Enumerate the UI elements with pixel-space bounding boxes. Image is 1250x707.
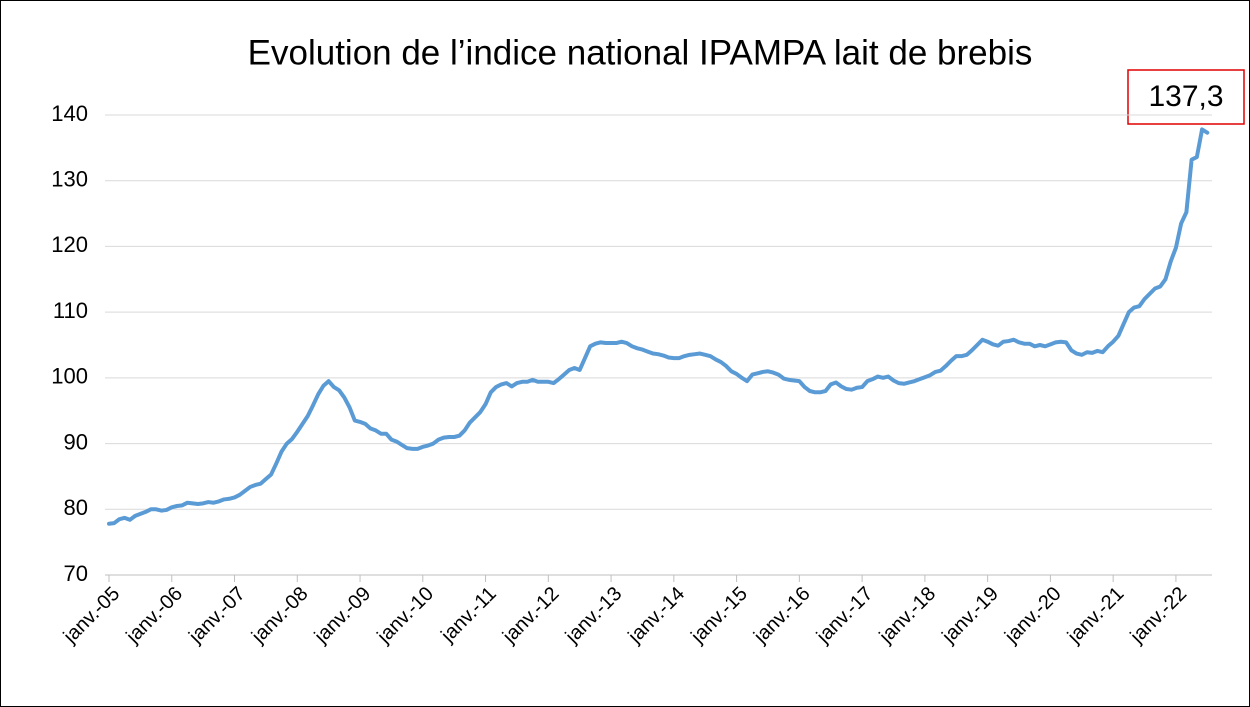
y-tick-label: 120 [51, 232, 88, 257]
chart-title: Evolution de l’indice national IPAMPA la… [248, 33, 1033, 72]
y-tick-label: 110 [53, 298, 88, 323]
annotation: 137,3 [1148, 80, 1223, 113]
y-tick-label: 140 [51, 101, 88, 126]
y-tick-label: 100 [51, 364, 88, 389]
y-tick-label: 70 [64, 561, 88, 586]
line [107, 127, 1210, 526]
y-tick-label: 80 [64, 495, 88, 520]
y-tick-label: 130 [51, 167, 88, 192]
y-tick-label: 90 [64, 429, 88, 454]
